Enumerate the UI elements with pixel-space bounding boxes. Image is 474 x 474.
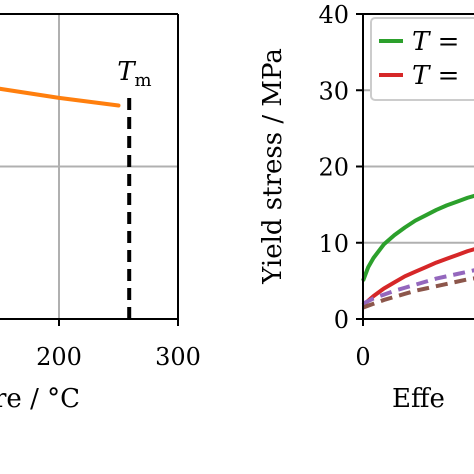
left-x-axis-label: re / °C <box>0 384 80 414</box>
legend-box <box>370 17 474 101</box>
right-x-axis-label: Effe <box>392 384 445 414</box>
right-chart-panel: 0 10 20 30 40 0 Yield stress / MPa Effe T = … <box>258 1 474 414</box>
melting-temperature-label: Tm <box>117 57 151 91</box>
right-series-3-line <box>362 276 474 310</box>
right-series-2-line <box>362 268 474 306</box>
left-grid <box>0 14 178 319</box>
right-y-ticks: 0 10 20 30 40 <box>318 1 363 334</box>
left-series-layer <box>0 86 121 108</box>
legend-entry-red: T = <box>412 61 459 91</box>
right-y-axis-label: Yield stress / MPa <box>258 48 288 285</box>
right-ytick-label-4: 40 <box>318 1 349 29</box>
left-x-ticks: 200 300 <box>36 319 201 371</box>
left-xtick-label-0: 200 <box>36 343 82 371</box>
right-series-0-line <box>361 193 474 282</box>
right-ytick-label-1: 10 <box>318 230 349 258</box>
right-xtick-label-0: 0 <box>355 343 370 371</box>
right-legend: T = T = <box>370 17 474 101</box>
left-series-0-line <box>0 86 121 108</box>
right-ytick-label-2: 20 <box>318 154 349 182</box>
left-xtick-label-1: 300 <box>155 343 201 371</box>
left-chart-panel: Tm 200 300 re / °C <box>0 13 201 414</box>
right-series-1-line <box>361 247 474 307</box>
right-ytick-label-3: 30 <box>318 77 349 105</box>
right-series-layer <box>361 193 474 310</box>
legend-entry-green: T = <box>412 27 459 57</box>
right-ytick-label-0: 0 <box>334 306 349 334</box>
right-x-ticks: 0 <box>355 319 371 371</box>
